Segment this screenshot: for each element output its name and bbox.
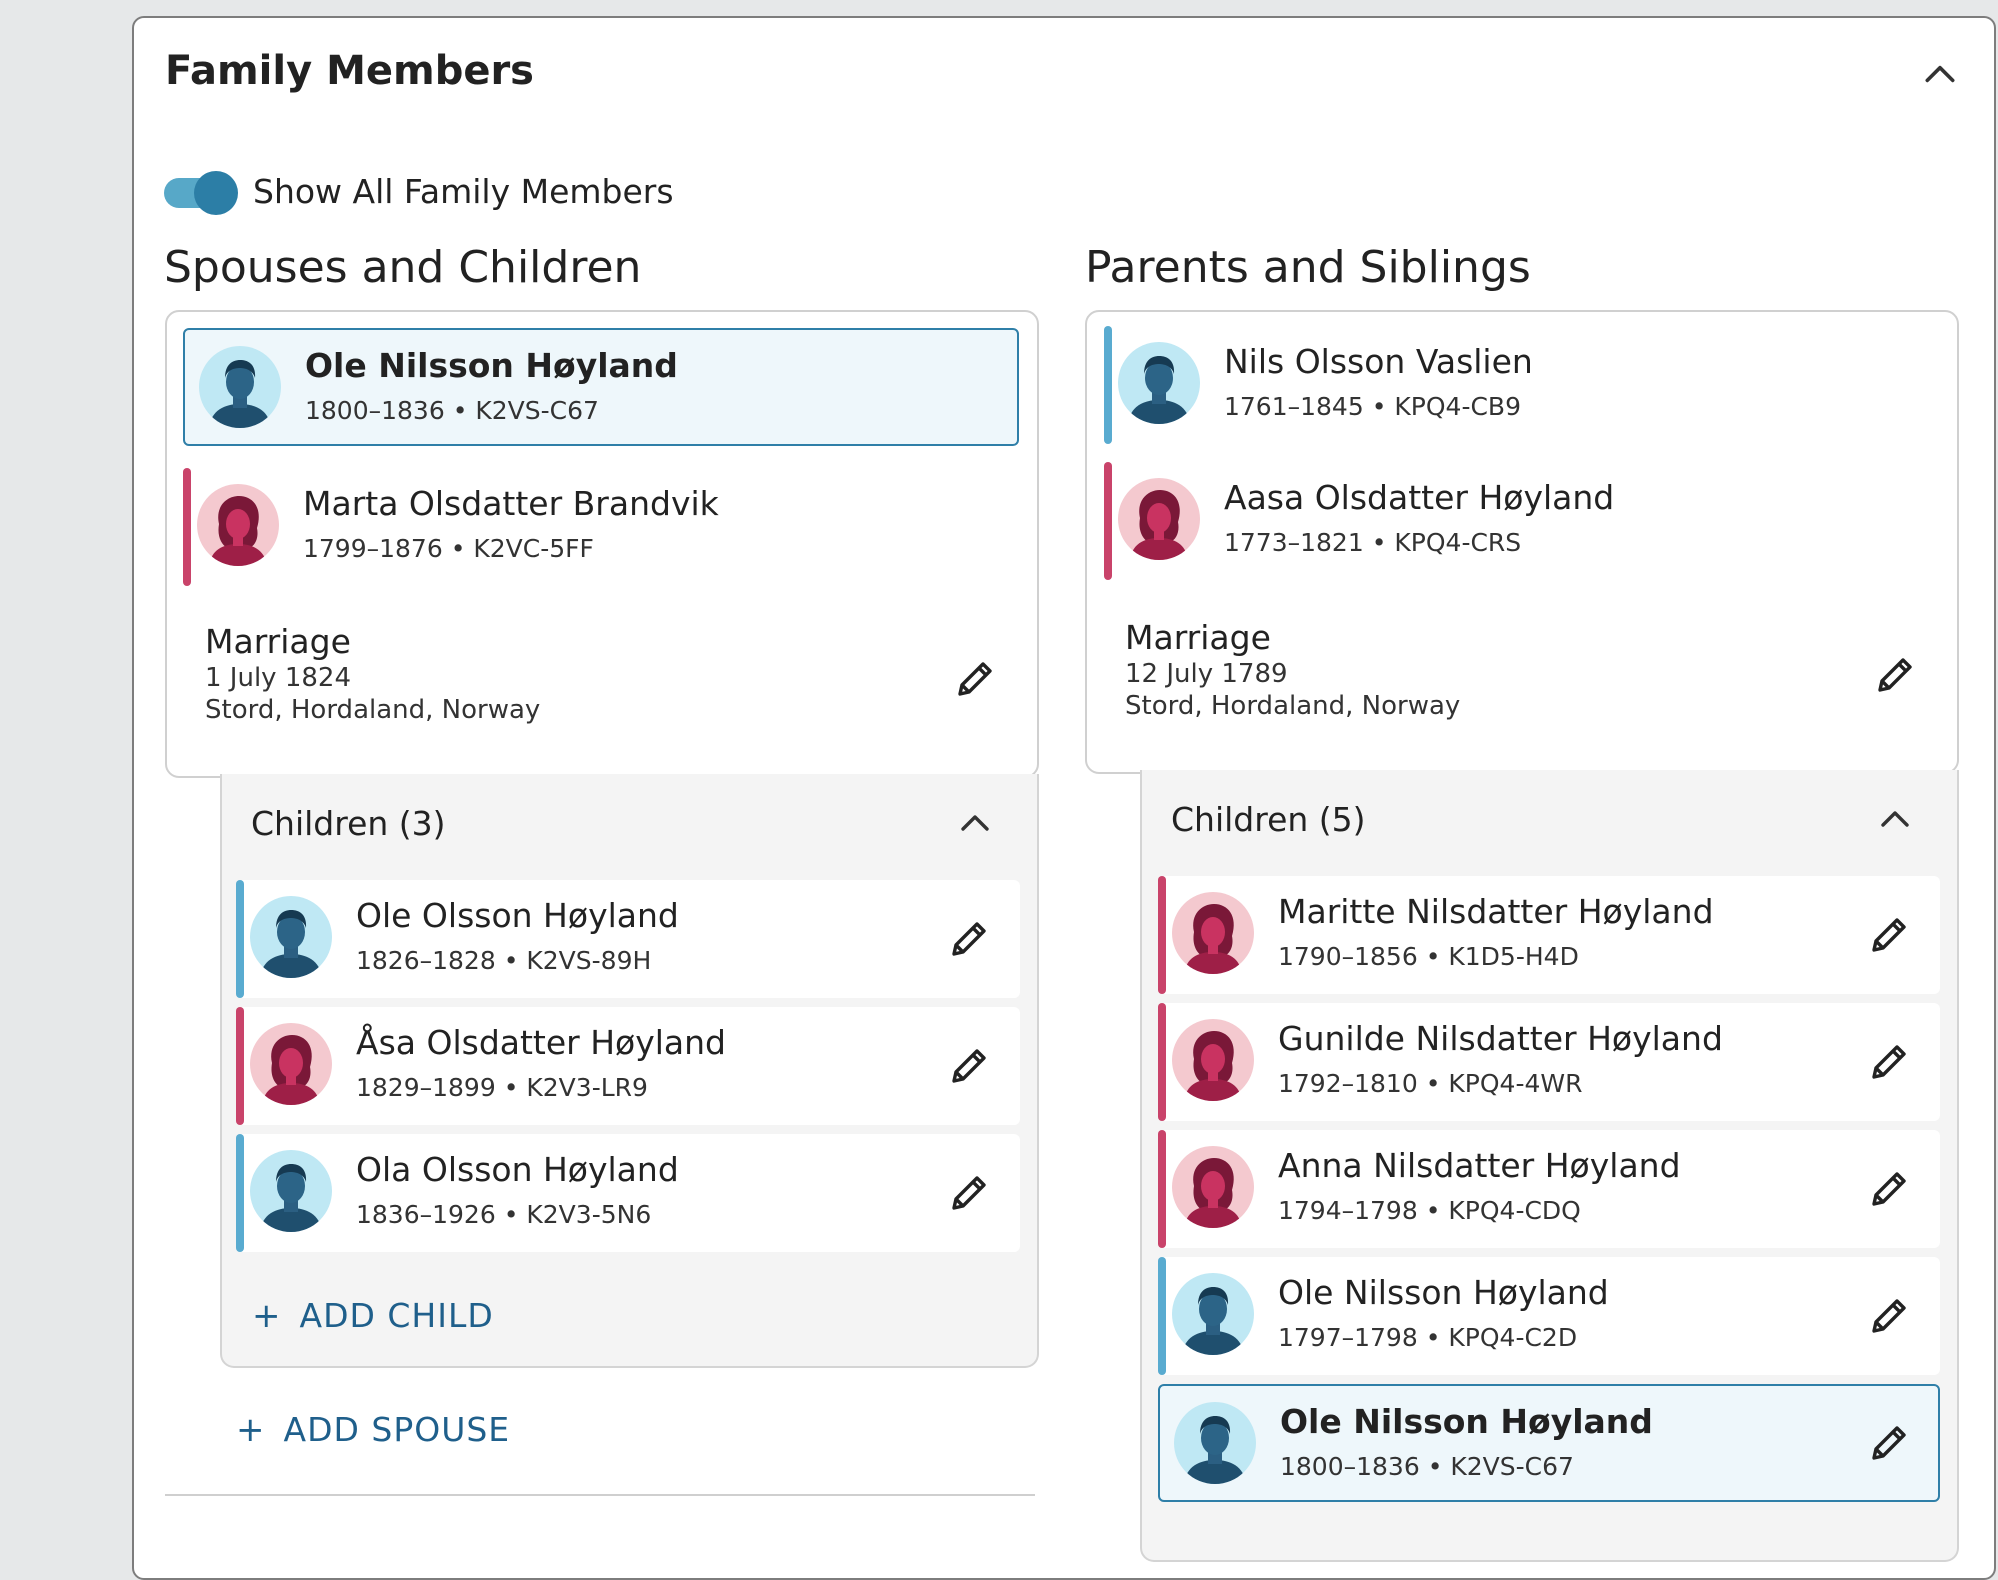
marriage-place: Stord, Hordaland, Norway — [1125, 691, 1461, 721]
add-spouse-link[interactable]: + ADD SPOUSE — [236, 1410, 510, 1450]
child-row[interactable]: Gunilde Nilsdatter Høyland 1792–1810 • K… — [1158, 1003, 1940, 1121]
marriage-date: 12 July 1789 — [1125, 659, 1288, 689]
person-meta: 1794–1798 • KPQ4-CDQ — [1278, 1196, 1581, 1225]
female-indicator-bar — [1158, 1130, 1166, 1248]
person-name[interactable]: Ole Nilsson Høyland — [305, 346, 678, 385]
spouse-person-row[interactable]: Marta Olsdatter Brandvik 1799–1876 • K2V… — [183, 468, 1019, 586]
marriage-title: Marriage — [205, 622, 351, 661]
female-indicator-bar — [1104, 462, 1112, 580]
male-indicator-bar — [236, 880, 244, 998]
plus-icon: + — [236, 1410, 266, 1450]
person-name[interactable]: Anna Nilsdatter Høyland — [1278, 1146, 1681, 1185]
toggle-knob — [194, 171, 238, 215]
edit-marriage-pencil-icon[interactable] — [950, 656, 998, 704]
person-meta: 1829–1899 • K2V3-LR9 — [356, 1073, 648, 1102]
person-meta: 1761–1845 • KPQ4-CB9 — [1224, 392, 1521, 421]
collapse-children-chevron-icon[interactable] — [958, 808, 992, 836]
person-meta: 1773–1821 • KPQ4-CRS — [1224, 528, 1522, 557]
male-avatar-icon — [199, 346, 281, 428]
person-meta: 1790–1856 • K1D5-H4D — [1278, 942, 1579, 971]
male-indicator-bar — [1104, 326, 1112, 444]
show-all-toggle-label[interactable]: Show All Family Members — [253, 172, 674, 211]
person-meta: 1800–1836 • K2VS-C67 — [1280, 1452, 1574, 1481]
person-meta: 1826–1828 • K2VS-89H — [356, 946, 652, 975]
edit-pencil-icon[interactable] — [1864, 1293, 1912, 1341]
male-indicator-bar — [1158, 1257, 1166, 1375]
marriage-place: Stord, Hordaland, Norway — [205, 695, 541, 725]
person-name[interactable]: Ole Nilsson Høyland — [1278, 1273, 1609, 1312]
person-name[interactable]: Ole Olsson Høyland — [356, 896, 679, 935]
person-meta: 1797–1798 • KPQ4-C2D — [1278, 1323, 1578, 1352]
male-avatar-icon — [250, 896, 332, 978]
parent-person-row[interactable]: Aasa Olsdatter Høyland 1773–1821 • KPQ4-… — [1104, 462, 1940, 580]
child-row[interactable]: Ola Olsson Høyland 1836–1926 • K2V3-5N6 — [236, 1134, 1020, 1252]
person-name[interactable]: Marta Olsdatter Brandvik — [303, 484, 719, 523]
add-child-link[interactable]: + ADD CHILD — [252, 1296, 494, 1336]
parent-person-row[interactable]: Nils Olsson Vaslien 1761–1845 • KPQ4-CB9 — [1104, 326, 1940, 444]
edit-pencil-icon[interactable] — [944, 1170, 992, 1218]
child-row-selected[interactable]: Ole Nilsson Høyland 1800–1836 • K2VS-C67 — [1158, 1384, 1940, 1502]
male-avatar-icon — [250, 1150, 332, 1232]
marriage-info: Marriage 12 July 1789 Stord, Hordaland, … — [1125, 618, 1460, 721]
collapse-panel-chevron-icon[interactable] — [1922, 58, 1958, 88]
person-meta: 1792–1810 • KPQ4-4WR — [1278, 1069, 1583, 1098]
person-name[interactable]: Åsa Olsdatter Høyland — [356, 1023, 727, 1062]
add-child-label: ADD CHILD — [299, 1296, 494, 1335]
person-meta: 1836–1926 • K2V3-5N6 — [356, 1200, 652, 1229]
female-avatar-icon — [1172, 1146, 1254, 1228]
child-row[interactable]: Maritte Nilsdatter Høyland 1790–1856 • K… — [1158, 876, 1940, 994]
edit-pencil-icon[interactable] — [1864, 1039, 1912, 1087]
edit-pencil-icon[interactable] — [1864, 1166, 1912, 1214]
parents-section-title: Parents and Siblings — [1085, 242, 1531, 293]
female-avatar-icon — [1172, 892, 1254, 974]
children-title[interactable]: Children (5) — [1171, 800, 1366, 839]
female-avatar-icon — [250, 1023, 332, 1105]
female-avatar-icon — [197, 484, 279, 566]
person-meta: 1799–1876 • K2VC-5FF — [303, 534, 594, 563]
child-row[interactable]: Ole Nilsson Høyland 1797–1798 • KPQ4-C2D — [1158, 1257, 1940, 1375]
female-avatar-icon — [1118, 478, 1200, 560]
male-avatar-icon — [1174, 1402, 1256, 1484]
add-spouse-label: ADD SPOUSE — [283, 1410, 511, 1449]
child-row[interactable]: Anna Nilsdatter Høyland 1794–1798 • KPQ4… — [1158, 1130, 1940, 1248]
marriage-title: Marriage — [1125, 618, 1271, 657]
female-indicator-bar — [1158, 876, 1166, 994]
edit-pencil-icon[interactable] — [944, 1043, 992, 1091]
female-indicator-bar — [236, 1007, 244, 1125]
person-name[interactable]: Ole Nilsson Høyland — [1280, 1402, 1653, 1441]
female-avatar-icon — [1172, 1019, 1254, 1101]
female-indicator-bar — [1158, 1003, 1166, 1121]
edit-pencil-icon[interactable] — [1864, 912, 1912, 960]
spouses-section-title: Spouses and Children — [164, 242, 642, 293]
children-title[interactable]: Children (3) — [251, 804, 446, 843]
person-name[interactable]: Aasa Olsdatter Høyland — [1224, 478, 1615, 517]
male-avatar-icon — [1118, 342, 1200, 424]
child-row[interactable]: Ole Olsson Høyland 1826–1828 • K2VS-89H — [236, 880, 1020, 998]
child-row[interactable]: Åsa Olsdatter Høyland 1829–1899 • K2V3-L… — [236, 1007, 1020, 1125]
parents-family-card — [1085, 310, 1959, 774]
marriage-date: 1 July 1824 — [205, 663, 351, 693]
panel-title: Family Members — [165, 48, 534, 94]
marriage-info: Marriage 1 July 1824 Stord, Hordaland, N… — [205, 622, 540, 725]
edit-pencil-icon[interactable] — [1864, 1420, 1912, 1468]
edit-marriage-pencil-icon[interactable] — [1870, 652, 1918, 700]
collapse-children-chevron-icon[interactable] — [1878, 804, 1912, 832]
person-name[interactable]: Gunilde Nilsdatter Høyland — [1278, 1019, 1723, 1058]
person-name[interactable]: Maritte Nilsdatter Høyland — [1278, 892, 1714, 931]
person-name[interactable]: Ola Olsson Høyland — [356, 1150, 679, 1189]
male-avatar-icon — [1172, 1273, 1254, 1355]
edit-pencil-icon[interactable] — [944, 916, 992, 964]
plus-icon: + — [252, 1296, 282, 1336]
female-indicator-bar — [183, 468, 191, 586]
person-name[interactable]: Nils Olsson Vaslien — [1224, 342, 1533, 381]
show-all-toggle[interactable] — [164, 169, 238, 217]
section-divider — [165, 1494, 1035, 1496]
male-indicator-bar — [236, 1134, 244, 1252]
spouse-person-row[interactable]: Ole Nilsson Høyland 1800–1836 • K2VS-C67 — [183, 328, 1019, 446]
person-meta: 1800–1836 • K2VS-C67 — [305, 396, 599, 425]
